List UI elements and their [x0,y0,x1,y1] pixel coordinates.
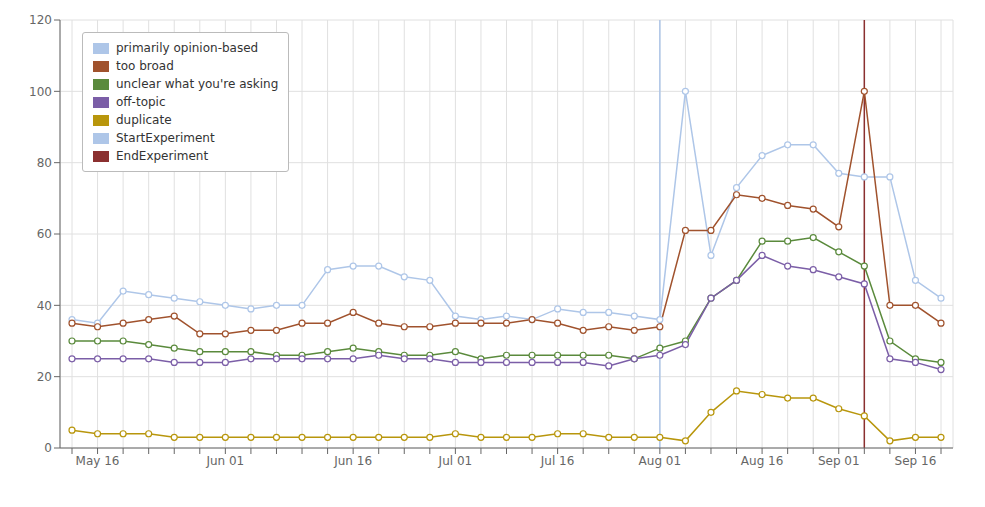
svg-text:May 16: May 16 [76,454,120,468]
svg-text:Sep 01: Sep 01 [818,454,860,468]
svg-text:40: 40 [37,299,52,313]
svg-text:Jul 16: Jul 16 [540,454,575,468]
svg-text:Aug 01: Aug 01 [639,454,682,468]
html-text:duplicate: duplicate [116,113,172,127]
svg-text:0: 0 [44,441,52,455]
html-text:too broad: too broad [116,59,174,73]
html-text:unclear what you're asking: unclear what you're asking [116,77,279,91]
svg-text:120: 120 [29,13,52,27]
svg-text:Jun 01: Jun 01 [205,454,244,468]
svg-text:Sep 16: Sep 16 [895,454,937,468]
svg-text:60: 60 [37,227,52,241]
svg-text:Jul 01: Jul 01 [438,454,473,468]
svg-text:Jun 16: Jun 16 [333,454,372,468]
svg-text:20: 20 [37,370,52,384]
html-text:primarily opinion-based: primarily opinion-based [116,41,259,55]
html-text:StartExperiment: StartExperiment [116,131,215,145]
html-text:EndExperiment: EndExperiment [116,149,209,163]
svg-text:Aug 16: Aug 16 [741,454,784,468]
svg-text:80: 80 [37,156,52,170]
html-text:off-topic: off-topic [116,95,166,109]
svg-text:100: 100 [29,85,52,99]
